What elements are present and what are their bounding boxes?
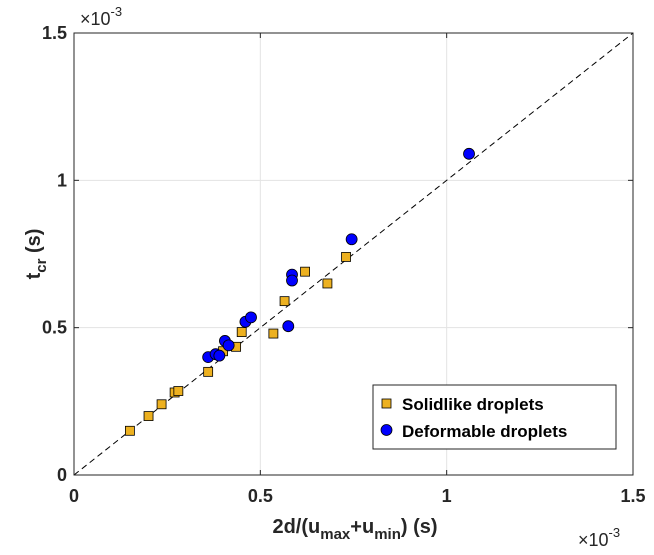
ticks: 0 0.5 1 1.5 0 0.5 1 1.5: [42, 23, 646, 506]
y-tick-label: 1.5: [42, 23, 67, 43]
reference-line-path: [73, 32, 634, 476]
point-solidlike: [279, 296, 290, 307]
point-solidlike: [268, 328, 279, 339]
x-multiplier: ×10-3: [578, 525, 620, 550]
point-solidlike: [173, 386, 184, 396]
point-deformable: [213, 349, 226, 362]
point-solidlike: [203, 366, 214, 377]
legend-label-deformable: Deformable droplets: [402, 422, 567, 441]
reference-line: [73, 32, 634, 476]
point-deformable: [245, 311, 257, 324]
point-solidlike: [143, 411, 154, 421]
x-tick-label: 0.5: [248, 486, 273, 506]
point-solidlike: [322, 278, 333, 289]
plot-frame: [73, 32, 634, 476]
point-solidlike: [125, 425, 135, 436]
x-tick-label: 1: [442, 486, 452, 506]
legend-marker-deformable: [380, 424, 393, 436]
data-points: [125, 147, 475, 436]
x-axis-label: 2d/(umax+umin) (s): [272, 516, 437, 543]
point-solidlike: [236, 327, 247, 337]
y-tick-label: 0: [57, 465, 67, 485]
y-tick-label: 0.5: [42, 318, 67, 338]
point-deformable: [282, 320, 295, 333]
legend: Solidlike droplets Deformable droplets: [372, 384, 617, 450]
y-tick-label: 1: [57, 170, 67, 190]
legend-marker-solidlike: [381, 398, 392, 409]
point-deformable: [463, 147, 475, 160]
point-deformable: [222, 339, 235, 352]
grid: [74, 33, 633, 475]
point-solidlike: [300, 266, 310, 277]
legend-label-solidlike: Solidlike droplets: [402, 395, 544, 414]
point-deformable: [286, 274, 298, 287]
point-solidlike: [341, 252, 351, 262]
x-tick-label: 1.5: [620, 486, 645, 506]
x-tick-label: 0: [69, 486, 79, 506]
y-multiplier: ×10-3: [80, 4, 122, 29]
point-solidlike: [156, 399, 167, 410]
y-axis-label: tcr (s): [23, 229, 50, 280]
point-deformable: [345, 233, 358, 246]
legend-box: [372, 384, 617, 450]
